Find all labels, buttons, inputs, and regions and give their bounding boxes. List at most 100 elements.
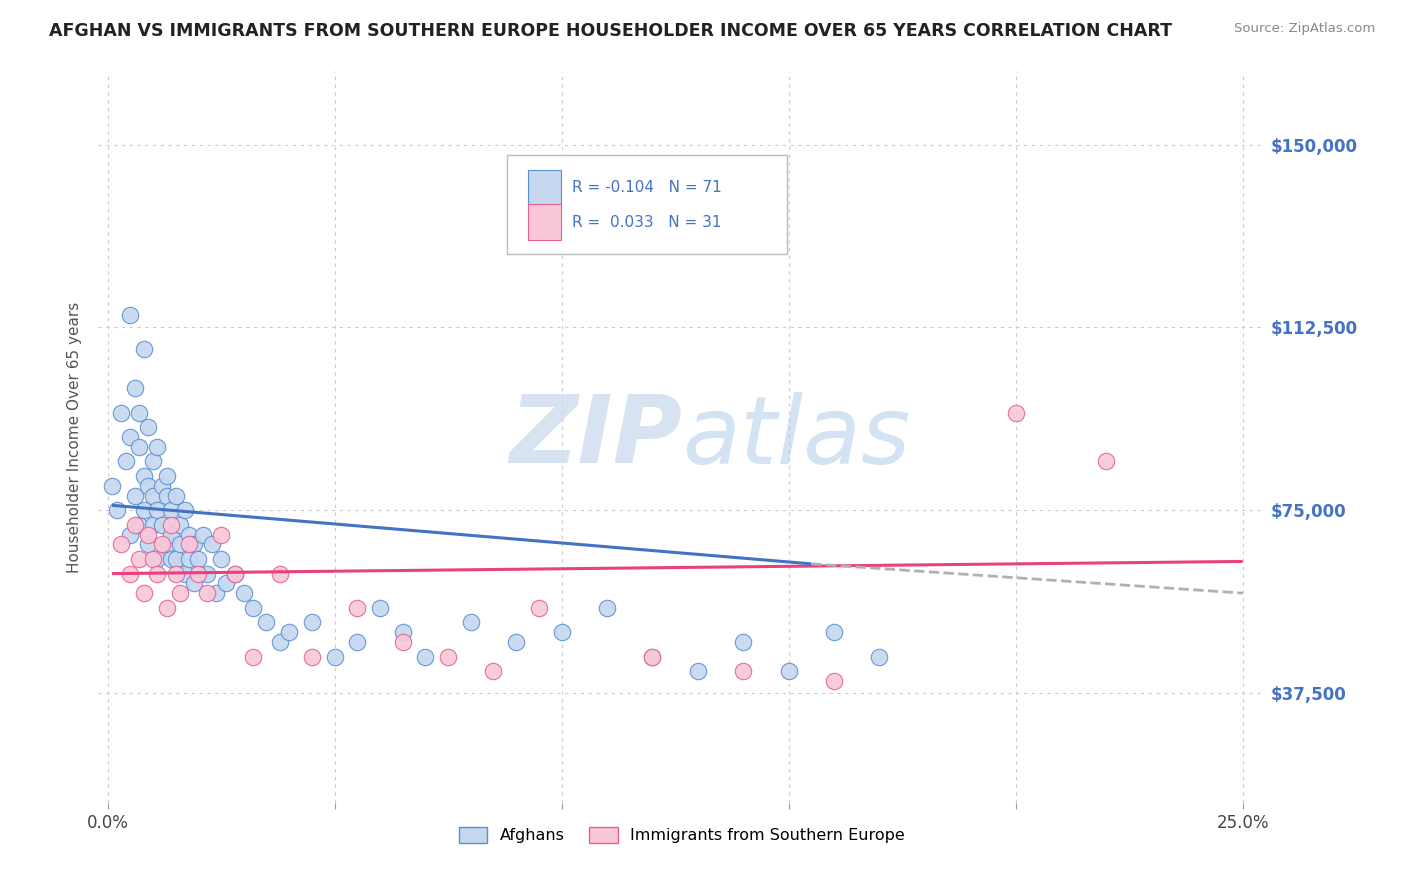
Point bbox=[641, 649, 664, 664]
Point bbox=[128, 406, 150, 420]
Point bbox=[550, 625, 572, 640]
Point bbox=[460, 615, 482, 630]
Point bbox=[301, 615, 323, 630]
Point bbox=[733, 664, 755, 678]
Point bbox=[169, 517, 191, 532]
Point bbox=[142, 517, 165, 532]
Point bbox=[205, 586, 228, 600]
Point bbox=[183, 576, 205, 591]
Point bbox=[173, 566, 195, 581]
Point bbox=[209, 527, 232, 541]
Point bbox=[323, 649, 346, 664]
Text: Source: ZipAtlas.com: Source: ZipAtlas.com bbox=[1234, 22, 1375, 36]
Text: atlas: atlas bbox=[682, 392, 910, 483]
Point bbox=[165, 566, 187, 581]
Point bbox=[101, 479, 124, 493]
Point bbox=[391, 625, 413, 640]
Point bbox=[150, 537, 173, 551]
Point bbox=[128, 552, 150, 566]
Point bbox=[142, 454, 165, 468]
Point bbox=[160, 503, 183, 517]
Point bbox=[269, 566, 291, 581]
Point bbox=[128, 440, 150, 454]
Point bbox=[254, 615, 277, 630]
Point bbox=[160, 527, 183, 541]
Point bbox=[527, 600, 550, 615]
Point bbox=[505, 635, 527, 649]
Point bbox=[868, 649, 890, 664]
FancyBboxPatch shape bbox=[508, 155, 787, 254]
Point bbox=[160, 517, 183, 532]
Point bbox=[132, 469, 155, 483]
Point bbox=[169, 586, 191, 600]
Point bbox=[641, 649, 664, 664]
Point bbox=[110, 537, 132, 551]
Point bbox=[686, 664, 709, 678]
Point bbox=[110, 406, 132, 420]
Point bbox=[132, 503, 155, 517]
Point bbox=[197, 566, 219, 581]
Point bbox=[269, 635, 291, 649]
Point bbox=[778, 664, 800, 678]
Point bbox=[179, 527, 201, 541]
Point bbox=[596, 600, 619, 615]
Point bbox=[146, 566, 169, 581]
Point bbox=[132, 343, 155, 357]
Point bbox=[120, 430, 142, 444]
Point bbox=[142, 489, 165, 503]
Bar bbox=[527, 170, 561, 205]
Text: ZIP: ZIP bbox=[509, 391, 682, 483]
Point bbox=[138, 527, 160, 541]
Point bbox=[124, 517, 146, 532]
Point bbox=[160, 552, 183, 566]
Point bbox=[179, 537, 201, 551]
Point bbox=[165, 489, 187, 503]
Point bbox=[132, 586, 155, 600]
Point bbox=[173, 503, 195, 517]
Point bbox=[150, 479, 173, 493]
Point bbox=[105, 503, 128, 517]
Text: R =  0.033   N = 31: R = 0.033 N = 31 bbox=[572, 215, 721, 229]
Point bbox=[368, 600, 391, 615]
Legend: Afghans, Immigrants from Southern Europe: Afghans, Immigrants from Southern Europe bbox=[453, 821, 911, 850]
Bar bbox=[527, 204, 561, 240]
Point bbox=[138, 479, 160, 493]
Point bbox=[155, 469, 177, 483]
Point bbox=[155, 600, 177, 615]
Point bbox=[224, 566, 246, 581]
Point bbox=[187, 552, 209, 566]
Point bbox=[823, 673, 845, 688]
Point bbox=[733, 635, 755, 649]
Point bbox=[183, 537, 205, 551]
Point bbox=[191, 527, 214, 541]
Point bbox=[146, 552, 169, 566]
Point bbox=[155, 489, 177, 503]
Point bbox=[146, 503, 169, 517]
Point bbox=[415, 649, 437, 664]
Point bbox=[169, 537, 191, 551]
Point bbox=[179, 552, 201, 566]
Point bbox=[242, 649, 264, 664]
Text: AFGHAN VS IMMIGRANTS FROM SOUTHERN EUROPE HOUSEHOLDER INCOME OVER 65 YEARS CORRE: AFGHAN VS IMMIGRANTS FROM SOUTHERN EUROP… bbox=[49, 22, 1173, 40]
Point bbox=[124, 381, 146, 395]
Point bbox=[482, 664, 505, 678]
Point bbox=[1004, 406, 1026, 420]
Point bbox=[120, 308, 142, 322]
Point bbox=[114, 454, 136, 468]
Point bbox=[242, 600, 264, 615]
Point bbox=[346, 600, 368, 615]
Text: R = -0.104   N = 71: R = -0.104 N = 71 bbox=[572, 180, 721, 195]
Point bbox=[209, 552, 232, 566]
Point bbox=[278, 625, 301, 640]
Point bbox=[232, 586, 254, 600]
Point bbox=[138, 420, 160, 434]
Point bbox=[301, 649, 323, 664]
Point bbox=[346, 635, 368, 649]
Point bbox=[823, 625, 845, 640]
Point bbox=[142, 552, 165, 566]
Point bbox=[224, 566, 246, 581]
Point bbox=[165, 552, 187, 566]
Point bbox=[138, 537, 160, 551]
Point bbox=[201, 537, 224, 551]
Point bbox=[214, 576, 236, 591]
